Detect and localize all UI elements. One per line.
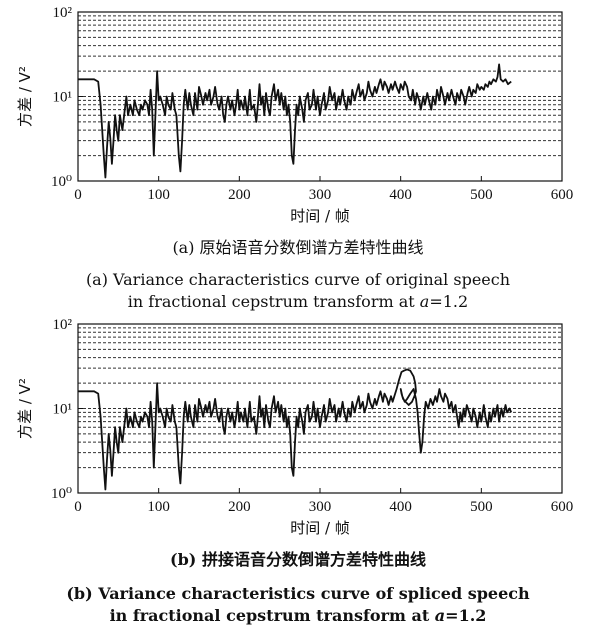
y-tick-label: 10⁰: [51, 486, 72, 502]
x-axis-title: 时间 / 帧: [290, 207, 350, 225]
caption-a-chinese: (a) 原始语音分数倒谱方差特性曲线: [172, 238, 424, 257]
x-tick-label: 400: [389, 187, 412, 203]
x-axis-title: 时间 / 帧: [290, 519, 350, 537]
x-tick-label: 500: [470, 499, 493, 515]
y-tick-label: 10¹: [53, 402, 73, 418]
y-tick-label: 10²: [53, 5, 73, 21]
x-tick-label: 300: [309, 499, 332, 515]
caption-b-chinese: (b) 拼接语音分数倒谱方差特性曲线: [170, 550, 426, 569]
caption-b-english-line2-text: in fractional cepstrum transform at: [109, 606, 435, 625]
variance-series-line: [78, 63, 512, 179]
caption-b-variable: a: [434, 606, 446, 625]
x-tick-label: 500: [470, 187, 493, 203]
x-tick-label: 400: [389, 499, 412, 515]
chart-panel-a: 0 100 200 300 400 500 600 10⁰ 10¹ 10² 方差 / V² 时间 / …: [16, 5, 574, 225]
caption-b-english-line2: in fractional cepstrum transform at a=1.…: [0, 606, 596, 626]
y-tick-label: 10¹: [53, 90, 73, 106]
caption-b-english-line1: (b) Variance characteristics curve of sp…: [66, 584, 530, 603]
caption-a-english-line2-text: in fractional cepstrum transform at: [127, 292, 420, 311]
caption-a-english-line1: (a) Variance characteristics curve of or…: [85, 270, 511, 289]
x-tick-label: 100: [147, 499, 170, 515]
x-tick-label: 600: [551, 499, 574, 515]
x-tick-label: 0: [74, 499, 82, 515]
x-tick-label: 0: [74, 187, 82, 203]
x-tick-label: 200: [228, 187, 251, 203]
x-tick-label: 100: [147, 187, 170, 203]
y-axis-title: 方差 / V²: [16, 66, 34, 127]
y-tick-label: 10⁰: [51, 174, 72, 190]
caption-b-english-line2-value: =1.2: [445, 606, 487, 625]
variance-series-line: [78, 368, 513, 491]
caption-a-variable: a: [419, 292, 430, 311]
caption-a-english-line2: in fractional cepstrum transform at a=1.…: [0, 292, 596, 312]
caption-a-english-line2-value: =1.2: [429, 292, 469, 311]
y-tick-label: 10²: [53, 317, 73, 333]
x-tick-label: 600: [551, 187, 574, 203]
chart-panel-b: 0 100 200 300 400 500 600 10⁰ 10¹ 10² 方差 / V² 时间 / …: [16, 317, 574, 537]
y-axis-title: 方差 / V²: [16, 378, 34, 439]
x-tick-label: 200: [228, 499, 251, 515]
x-tick-label: 300: [309, 187, 332, 203]
